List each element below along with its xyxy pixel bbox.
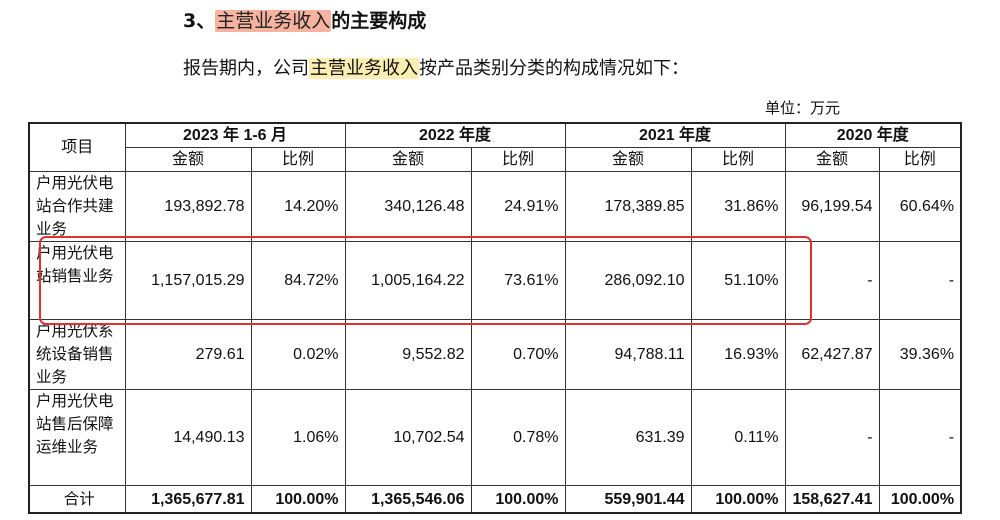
revenue-table: 项目 2023 年 1-6 月 2022 年度 2021 年度 2020 年度 … [28,122,963,514]
cell-value: - [784,241,880,320]
cell-value: 9,552.82 [344,319,472,390]
total-value: 1,365,546.06 [344,485,472,514]
total-value: 1,365,677.81 [124,485,252,514]
table-row: 户用光伏电站合作共建业务 193,892.78 14.20% 340,126.4… [28,171,962,242]
cell-value: 0.70% [470,319,566,390]
cell-value: 14,490.13 [124,389,252,486]
cell-value: 24.91% [470,171,566,242]
cell-value: 62,427.87 [784,319,880,390]
cell-value: 94,788.11 [564,319,692,390]
item-header: 项目 [28,122,126,172]
year-header-2023h1: 2023 年 1-6 月 [124,122,346,148]
para-highlight: 主营业务收入 [309,58,419,79]
header-row-subcolumns: 金额 比例 金额 比例 金额 比例 金额 比例 [29,147,962,172]
ratio-header: 比例 [878,147,962,172]
cell-value: 286,092.10 [564,241,692,320]
cell-value: 0.02% [250,319,346,390]
cell-value: 31.86% [690,171,786,242]
heading-highlight: 主营业务收入 [215,10,332,32]
amount-header: 金额 [784,147,880,172]
total-value: 100.00% [878,485,962,514]
header-row-years: 项目 2023 年 1-6 月 2022 年度 2021 年度 2020 年度 [28,122,962,172]
cell-value: - [878,241,962,320]
heading-prefix: 3、 [183,10,216,32]
total-value: 559,901.44 [564,485,692,514]
total-row: 合计 1,365,677.81 100.00% 1,365,546.06 100… [28,485,962,514]
total-value: 158,627.41 [784,485,880,514]
cell-value: 193,892.78 [124,171,252,242]
cell-value: 340,126.48 [344,171,472,242]
cell-value: 10,702.54 [344,389,472,486]
cell-value: 0.78% [470,389,566,486]
cell-value: - [784,389,880,486]
cell-value: 84.72% [250,241,346,320]
table-row: 户用光伏系统设备销售业务 279.61 0.02% 9,552.82 0.70%… [28,319,962,390]
cell-value: 60.64% [878,171,962,242]
cell-value: 1,157,015.29 [124,241,252,320]
cell-value: 178,389.85 [564,171,692,242]
unit-label: 单位：万元 [765,99,841,117]
row-label: 户用光伏系统设备销售业务 [28,319,126,390]
year-header-2022: 2022 年度 [344,122,566,148]
amount-header: 金额 [564,147,692,172]
cell-value: - [878,389,962,486]
cell-value: 0.11% [690,389,786,486]
cell-value: 1.06% [250,389,346,486]
cell-value: 51.10% [690,241,786,320]
cell-value: 1,005,164.22 [344,241,472,320]
row-label: 户用光伏电站销售业务 [28,241,126,320]
cell-value: 14.20% [250,171,346,242]
total-value: 100.00% [470,485,566,514]
cell-value: 16.93% [690,319,786,390]
table-row: 户用光伏电站销售业务 1,157,015.29 84.72% 1,005,164… [28,241,962,320]
row-label: 户用光伏电站合作共建业务 [28,171,126,242]
amount-header: 金额 [344,147,472,172]
total-value: 100.00% [690,485,786,514]
amount-header: 金额 [124,147,252,172]
year-header-2021: 2021 年度 [564,122,786,148]
heading-suffix: 的主要构成 [331,10,427,32]
cell-value: 96,199.54 [784,171,880,242]
cell-value: 73.61% [470,241,566,320]
total-value: 100.00% [250,485,346,514]
cell-value: 39.36% [878,319,962,390]
ratio-header: 比例 [690,147,786,172]
table-row: 户用光伏电站售后保障运维业务 14,490.13 1.06% 10,702.54… [28,389,962,486]
para-prefix: 报告期内，公司 [183,58,309,79]
ratio-header: 比例 [250,147,346,172]
cell-value: 631.39 [564,389,692,486]
row-label: 户用光伏电站售后保障运维业务 [28,389,126,486]
year-header-2020: 2020 年度 [784,122,962,148]
ratio-header: 比例 [470,147,566,172]
cell-value: 279.61 [124,319,252,390]
intro-paragraph: 报告期内，公司主营业务收入按产品类别分类的构成情况如下： [183,54,689,80]
total-label: 合计 [28,485,126,514]
para-suffix: 按产品类别分类的构成情况如下： [419,58,689,79]
section-heading: 3、主营业务收入的主要构成 [183,6,426,33]
